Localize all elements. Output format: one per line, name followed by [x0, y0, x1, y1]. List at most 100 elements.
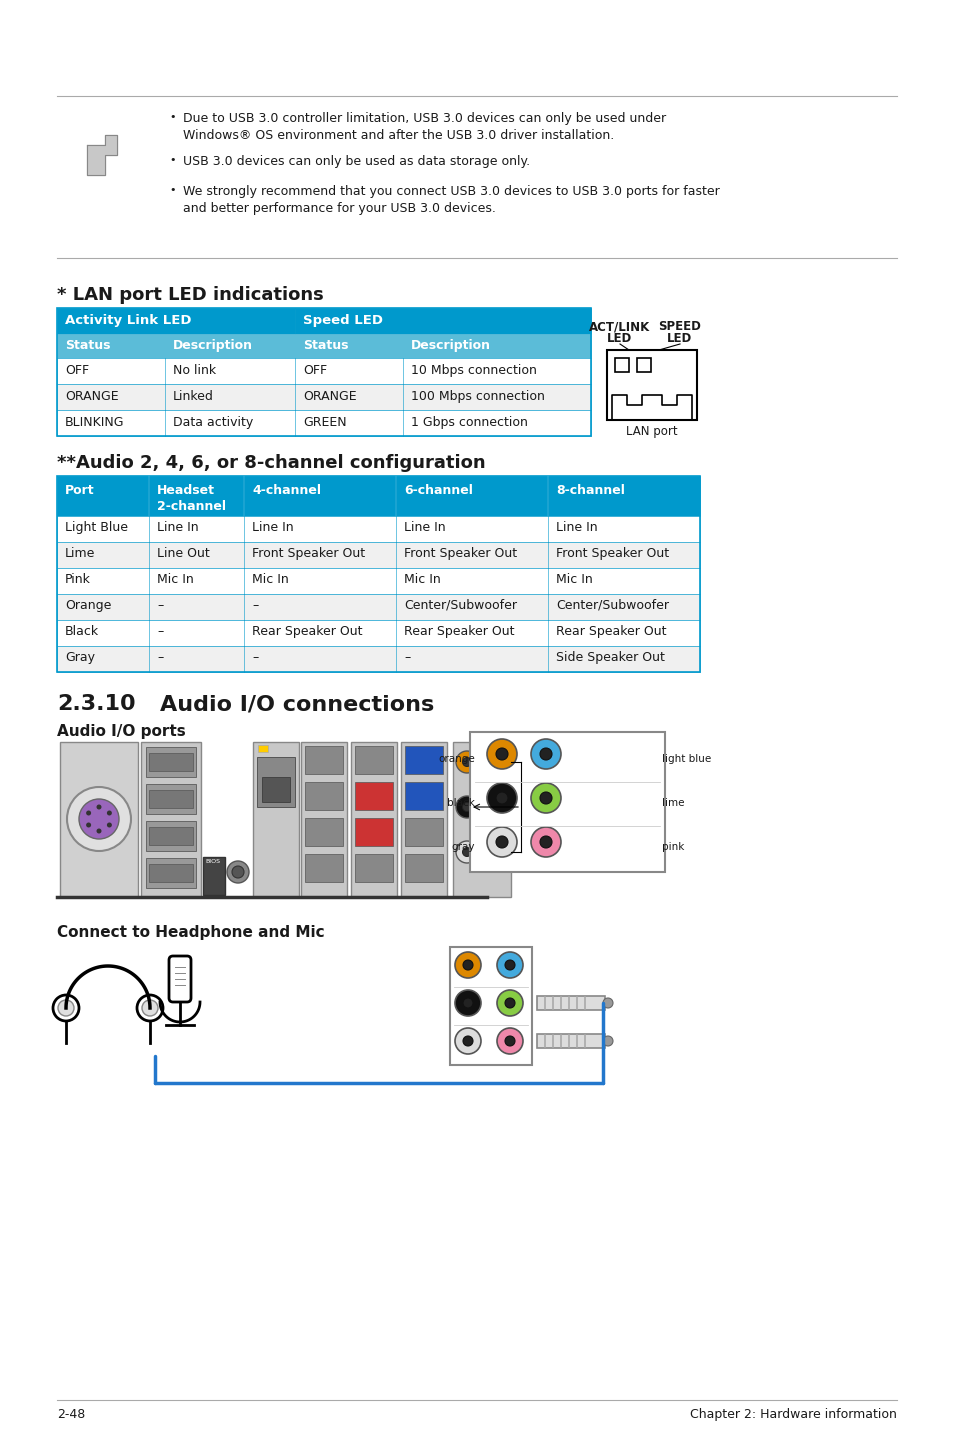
Bar [57, 620, 700, 646]
Text: Light Blue: Light Blue [65, 521, 128, 533]
Text: OFF: OFF [65, 364, 89, 377]
Bar [301, 742, 347, 897]
Circle shape [490, 758, 499, 766]
Bar [405, 746, 442, 774]
Text: Mic In: Mic In [556, 572, 592, 587]
Text: 6-channel: 6-channel [403, 485, 473, 498]
Circle shape [142, 999, 158, 1017]
Text: Center/Subwoofer: Center/Subwoofer [403, 600, 517, 613]
Bar [355, 746, 393, 774]
Text: Pink: Pink [65, 572, 91, 587]
Text: Due to USB 3.0 controller limitation, USB 3.0 devices can only be used under
Win: Due to USB 3.0 controller limitation, US… [183, 112, 665, 142]
Text: –: – [157, 651, 163, 664]
Circle shape [531, 784, 560, 812]
Text: 1 Gbps connection: 1 Gbps connection [411, 416, 527, 429]
Text: Data activity: Data activity [172, 416, 253, 429]
Circle shape [455, 989, 480, 1017]
Circle shape [462, 802, 471, 811]
Bar [537, 1034, 604, 1048]
Text: light blue: light blue [661, 754, 711, 764]
Circle shape [539, 748, 552, 761]
Circle shape [497, 1028, 522, 1054]
Text: Mic In: Mic In [157, 572, 193, 587]
Circle shape [86, 823, 91, 827]
Bar [57, 542, 700, 568]
Text: ORANGE: ORANGE [303, 390, 356, 403]
Text: orange: orange [437, 754, 475, 764]
Circle shape [67, 787, 131, 851]
Bar [305, 854, 343, 881]
Bar [253, 742, 298, 897]
Text: Audio I/O connections: Audio I/O connections [160, 695, 434, 715]
Circle shape [539, 835, 552, 848]
Circle shape [531, 739, 560, 769]
Circle shape [462, 1035, 473, 1045]
Bar [57, 476, 700, 516]
Circle shape [79, 800, 119, 838]
Circle shape [531, 827, 560, 857]
Text: LED: LED [667, 332, 692, 345]
Text: LAN port: LAN port [625, 426, 677, 439]
Bar [57, 358, 590, 384]
Text: GREEN: GREEN [303, 416, 346, 429]
Text: Speed LED: Speed LED [303, 313, 382, 326]
Circle shape [462, 758, 471, 766]
Bar [405, 782, 442, 810]
Bar [57, 308, 294, 334]
Text: Line In: Line In [252, 521, 294, 533]
Text: gray: gray [451, 843, 475, 851]
Text: Line Out: Line Out [157, 546, 210, 559]
Text: •: • [169, 112, 175, 122]
Text: Audio I/O ports: Audio I/O ports [57, 723, 186, 739]
Text: pink: pink [661, 843, 683, 851]
Circle shape [490, 802, 499, 811]
Bar [257, 745, 268, 752]
Text: lime: lime [661, 798, 684, 808]
Bar [256, 756, 294, 807]
Bar [149, 864, 193, 881]
Circle shape [496, 748, 507, 761]
Text: Rear Speaker Out: Rear Speaker Out [252, 626, 362, 638]
Text: Side Speaker Out: Side Speaker Out [556, 651, 664, 664]
Bar [57, 410, 590, 436]
Text: 2.3.10: 2.3.10 [57, 695, 135, 715]
Text: **Audio 2, 4, 6, or 8-channel configuration: **Audio 2, 4, 6, or 8-channel configurat… [57, 454, 485, 472]
Bar [57, 568, 700, 594]
Bar [149, 789, 193, 808]
Bar [141, 742, 201, 897]
Text: Lime: Lime [65, 546, 95, 559]
FancyBboxPatch shape [169, 956, 191, 1002]
Circle shape [497, 989, 522, 1017]
Text: 100 Mbps connection: 100 Mbps connection [411, 390, 544, 403]
Text: –: – [252, 600, 258, 613]
Bar [637, 358, 650, 372]
Bar [400, 742, 447, 897]
Bar [405, 818, 442, 846]
Bar [537, 997, 604, 1009]
Bar [294, 308, 590, 334]
Text: black: black [447, 798, 475, 808]
Text: Description: Description [172, 339, 253, 352]
Text: Line In: Line In [403, 521, 445, 533]
Circle shape [456, 841, 477, 863]
Text: Linked: Linked [172, 390, 213, 403]
Text: •: • [169, 186, 175, 196]
Circle shape [483, 751, 505, 774]
Circle shape [456, 797, 477, 818]
Circle shape [602, 1035, 613, 1045]
Bar [149, 827, 193, 846]
Bar [355, 854, 393, 881]
Text: OFF: OFF [303, 364, 327, 377]
Circle shape [539, 792, 552, 804]
Text: ACT/LINK: ACT/LINK [589, 321, 650, 334]
Circle shape [483, 841, 505, 863]
Circle shape [232, 866, 244, 879]
Circle shape [504, 1035, 515, 1045]
Bar [262, 777, 290, 802]
Circle shape [137, 995, 163, 1021]
Text: Orange: Orange [65, 600, 112, 613]
Bar [57, 308, 590, 436]
Text: 8-channel: 8-channel [556, 485, 624, 498]
Circle shape [483, 797, 505, 818]
Text: BIOS: BIOS [205, 858, 220, 864]
